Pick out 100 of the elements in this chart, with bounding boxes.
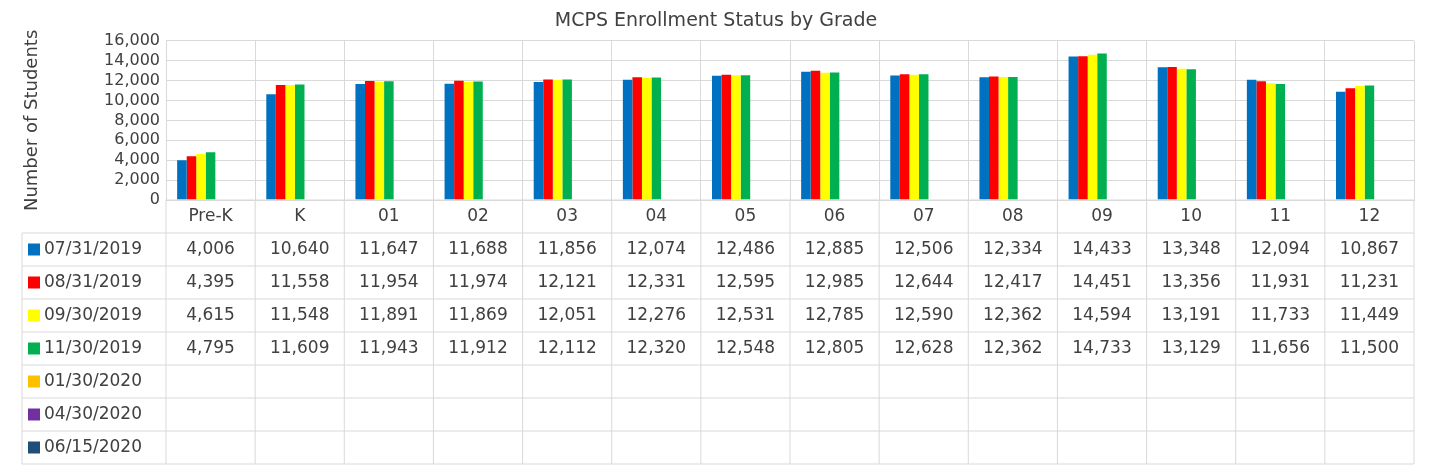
- bar: [196, 154, 206, 200]
- bar: [1087, 54, 1098, 200]
- bar: [1157, 67, 1168, 200]
- bar: [1068, 56, 1079, 200]
- data-label: 10,867: [1339, 237, 1400, 258]
- bar: [1364, 85, 1375, 200]
- bar: [651, 77, 662, 200]
- bar: [275, 85, 286, 200]
- data-label: 12,985: [804, 270, 865, 291]
- bar: [1355, 86, 1365, 200]
- bar: [890, 75, 900, 200]
- data-label: 12,417: [983, 270, 1043, 291]
- data-label: 12,276: [626, 303, 687, 324]
- y-tick-label: 4,000: [114, 149, 160, 169]
- data-label: 11,656: [1250, 336, 1311, 357]
- data-label: 11,647: [359, 237, 419, 258]
- data-label: 13,356: [1161, 270, 1221, 291]
- y-tick-label: 12,000: [104, 69, 160, 89]
- x-tick-label: 12: [1358, 204, 1381, 225]
- y-axis-title: Number of Students: [20, 29, 42, 212]
- bar: [205, 152, 216, 200]
- bar: [1097, 53, 1107, 200]
- bar: [641, 77, 652, 200]
- data-label: 11,609: [269, 336, 330, 357]
- data-label: 12,805: [804, 336, 865, 357]
- data-label: 11,891: [359, 303, 419, 324]
- bar: [1256, 81, 1266, 200]
- x-tick-label: 06: [823, 204, 846, 225]
- data-label: 4,795: [186, 336, 235, 357]
- bar: [801, 71, 811, 200]
- data-label: 11,231: [1339, 270, 1400, 291]
- x-tick-label: 08: [1002, 204, 1024, 225]
- bar: [374, 81, 385, 200]
- bar: [533, 82, 544, 200]
- bar: [562, 79, 572, 200]
- bar: [1008, 77, 1018, 200]
- data-label: 11,449: [1339, 303, 1400, 324]
- bar: [364, 81, 375, 200]
- x-tick-label: 05: [734, 204, 757, 225]
- legend-label: 04/30/2020: [44, 402, 142, 423]
- y-tick-label: 2,000: [114, 169, 160, 189]
- data-label: 12,644: [893, 270, 954, 291]
- bar: [355, 84, 365, 200]
- data-label: 12,531: [715, 303, 776, 324]
- bar: [1336, 91, 1346, 200]
- bar: [285, 85, 295, 200]
- bar: [454, 80, 464, 200]
- data-label: 14,594: [1072, 303, 1132, 324]
- bar: [1345, 88, 1356, 200]
- data-label: 11,500: [1339, 336, 1400, 357]
- data-label: 12,112: [537, 336, 597, 357]
- data-label: 4,006: [186, 237, 235, 258]
- x-tick-label: 07: [912, 204, 935, 225]
- bar: [820, 72, 830, 200]
- data-label: 14,433: [1072, 237, 1132, 258]
- x-tick-label: 11: [1269, 204, 1292, 225]
- data-label: 11,974: [448, 270, 508, 291]
- bar: [543, 79, 553, 200]
- data-label: 12,331: [626, 270, 687, 291]
- data-label: 11,548: [269, 303, 330, 324]
- legend-label: 07/31/2019: [44, 237, 142, 258]
- data-label: 4,395: [186, 270, 235, 291]
- bar: [979, 77, 989, 200]
- bar: [918, 74, 929, 200]
- bar: [632, 77, 642, 200]
- bar: [444, 83, 455, 200]
- data-label: 12,785: [804, 303, 865, 324]
- bar: [1167, 67, 1177, 200]
- data-label: 12,590: [893, 303, 954, 324]
- x-tick-label: 09: [1091, 204, 1113, 225]
- bar: [473, 81, 483, 200]
- y-tick-label: 10,000: [104, 89, 160, 109]
- data-label: 13,191: [1161, 303, 1221, 324]
- data-label: 14,451: [1072, 270, 1132, 291]
- bar: [1246, 79, 1257, 200]
- legend-label: 01/30/2020: [44, 369, 142, 390]
- bar: [622, 79, 633, 200]
- data-label: 10,640: [269, 237, 330, 258]
- legend-label: 06/15/2020: [44, 435, 142, 456]
- bar: [1275, 84, 1286, 200]
- data-label: 13,348: [1161, 237, 1221, 258]
- data-label: 11,558: [269, 270, 330, 291]
- chart-title: MCPS Enrollment Status by Grade: [554, 8, 878, 31]
- data-label: 12,074: [626, 237, 687, 258]
- bar: [384, 81, 394, 200]
- data-label: 12,051: [537, 303, 597, 324]
- bar: [988, 76, 999, 200]
- bar: [266, 94, 276, 200]
- y-tick-label: 16,000: [104, 29, 160, 49]
- data-label: 11,912: [448, 336, 508, 357]
- legend-label: 11/30/2019: [44, 336, 142, 357]
- bar: [810, 70, 821, 200]
- bar: [552, 80, 563, 200]
- x-tick-label: Pre-K: [188, 204, 234, 225]
- bar: [1176, 68, 1187, 200]
- x-tick-label: 10: [1180, 204, 1202, 225]
- bar: [1265, 83, 1276, 200]
- data-label: 12,320: [626, 336, 687, 357]
- y-tick-label: 0: [149, 189, 160, 209]
- data-label: 12,486: [715, 237, 776, 258]
